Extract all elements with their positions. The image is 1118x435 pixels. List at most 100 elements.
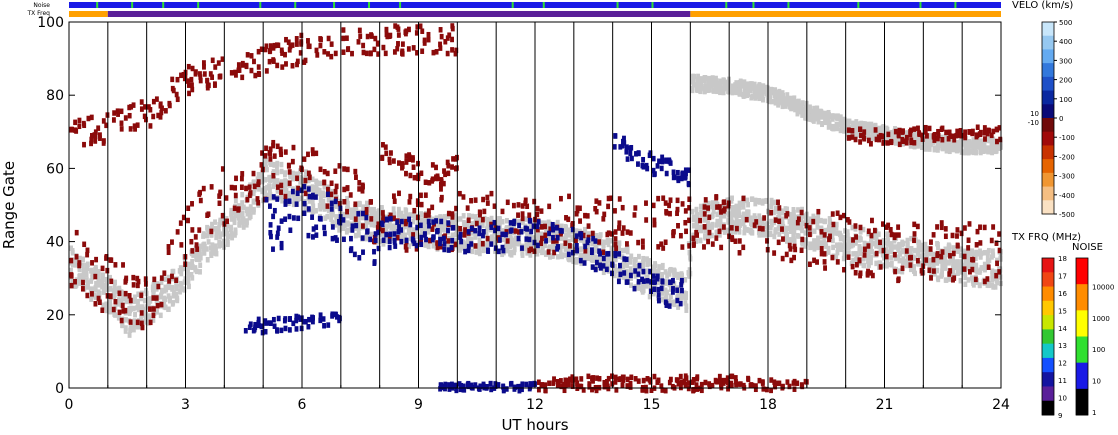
scatter-point: [843, 228, 847, 234]
scatter-point: [291, 174, 296, 181]
scatter-point: [376, 233, 381, 239]
scatter-point: [446, 238, 451, 244]
scatter-point: [900, 136, 905, 143]
scatter-point: [388, 231, 393, 237]
scatter-point: [641, 268, 646, 275]
scatter-point: [133, 311, 137, 318]
scatter-point: [707, 214, 712, 221]
scatter-point: [434, 218, 439, 224]
scatter-point: [279, 240, 284, 247]
scatter-point: [799, 247, 804, 254]
scatter-point: [443, 171, 448, 178]
scatter-point: [111, 306, 116, 313]
scatter-point: [212, 247, 217, 253]
scatter-point: [962, 225, 967, 231]
scatter-point: [239, 175, 244, 182]
scatter-point: [481, 232, 485, 239]
scatter-point: [872, 130, 877, 136]
scatter-point: [783, 103, 788, 109]
scatter-point: [958, 127, 963, 134]
scatter-point: [94, 280, 99, 287]
scatter-point: [302, 319, 306, 325]
scatter-point: [678, 300, 683, 307]
scatter-point: [970, 275, 974, 281]
scatter-point: [445, 159, 450, 166]
scatter-point: [598, 257, 603, 264]
scatter-point: [104, 122, 109, 129]
scatter-point: [136, 278, 141, 285]
scatter-point: [683, 219, 688, 226]
scatter-point: [279, 182, 284, 189]
scatter-point: [667, 267, 672, 274]
scatter-point: [812, 238, 816, 244]
scatter-point: [610, 270, 614, 277]
scatter-point: [551, 234, 555, 241]
scatter-point: [342, 199, 347, 205]
scatter-point: [310, 192, 315, 199]
scatter-point: [423, 192, 428, 198]
scatter-point: [943, 143, 948, 149]
scatter-point: [702, 75, 707, 81]
scatter-point: [932, 268, 936, 274]
scatter-point: [862, 240, 867, 247]
scatter-point: [144, 116, 148, 123]
scatter-point: [962, 248, 967, 255]
scatter-point: [485, 194, 490, 201]
scatter-point: [445, 50, 450, 57]
scatter-point: [563, 377, 568, 384]
scatter-point: [326, 196, 331, 202]
scatter-point: [639, 262, 644, 268]
scatter-point: [792, 228, 797, 235]
scatter-point: [528, 384, 533, 390]
scatter-point: [318, 197, 323, 204]
scatter-point: [446, 170, 451, 177]
scatter-point: [920, 242, 924, 249]
scatter-point: [469, 197, 474, 204]
scatter-point: [326, 35, 331, 42]
scatter-point: [438, 236, 443, 243]
scatter-point: [342, 222, 347, 229]
scatter-point: [710, 200, 715, 206]
scatter-point: [624, 247, 629, 254]
scatter-point: [279, 47, 284, 54]
scatter-point: [851, 251, 856, 257]
scatter-point: [318, 317, 323, 324]
scatter-point: [241, 204, 246, 210]
scatter-point: [397, 208, 401, 214]
scatter-point: [330, 235, 335, 242]
scatter-point: [171, 300, 176, 306]
scatter-point: [217, 243, 222, 249]
scatter-point: [920, 144, 924, 151]
scatter-point: [100, 265, 105, 272]
scatter-point: [788, 226, 793, 232]
scatter-point: [287, 180, 292, 186]
scatter-point: [582, 252, 587, 259]
scatter-point: [466, 238, 471, 244]
scatter-point: [935, 260, 940, 266]
scatter-point: [100, 307, 105, 313]
scatter-point: [745, 214, 750, 220]
scatter-point: [303, 204, 308, 211]
scatter-point: [924, 138, 929, 144]
scatter-point: [419, 201, 424, 208]
scatter-point: [861, 121, 866, 127]
scatter-point: [613, 379, 618, 385]
scatter-point: [667, 158, 672, 165]
scatter-point: [109, 278, 114, 285]
scatter-point: [496, 248, 501, 255]
scatter-point: [566, 251, 571, 258]
scatter-point: [785, 95, 790, 102]
scatter-point: [857, 257, 862, 264]
scatter-point: [407, 216, 412, 223]
scatter-point: [181, 71, 186, 78]
scatter-point: [624, 271, 629, 277]
scatter-point: [742, 81, 747, 88]
scatter-point: [613, 241, 618, 248]
scatter-point: [974, 242, 979, 248]
scatter-point: [135, 304, 140, 311]
scatter-point: [625, 156, 630, 162]
scatter-point: [406, 46, 411, 52]
scatter-point: [912, 140, 917, 146]
scatter-point: [837, 230, 842, 237]
scatter-point: [943, 233, 948, 240]
